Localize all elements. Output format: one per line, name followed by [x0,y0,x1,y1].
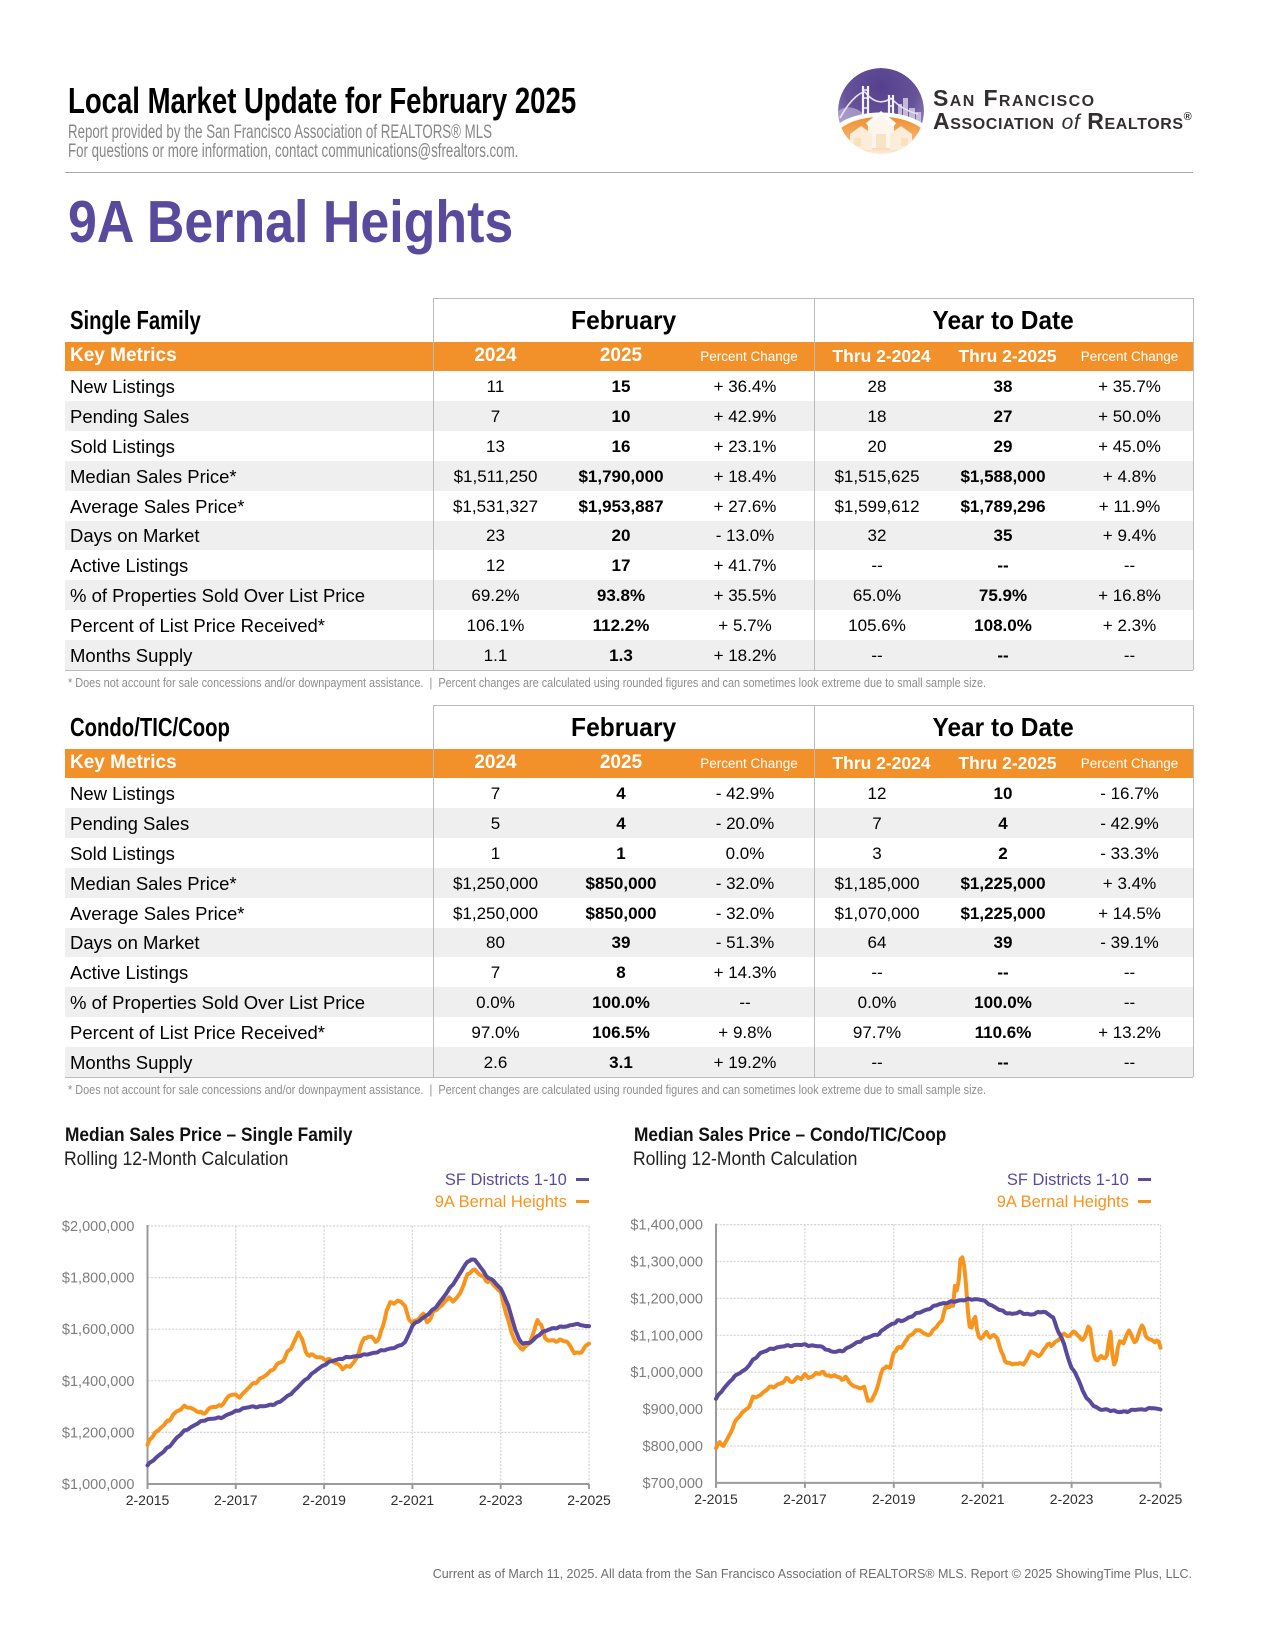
svg-text:$1,400,000: $1,400,000 [630,1218,703,1234]
svg-text:2-2017: 2-2017 [783,1491,827,1507]
svg-text:2-2025: 2-2025 [1139,1491,1183,1507]
svg-text:$1,200,000: $1,200,000 [630,1291,703,1307]
svg-text:$800,000: $800,000 [643,1439,703,1455]
svg-text:$1,000,000: $1,000,000 [62,1477,135,1493]
svg-text:$700,000: $700,000 [643,1476,703,1492]
svg-text:$1,600,000: $1,600,000 [62,1322,135,1338]
svg-text:2-2021: 2-2021 [961,1491,1005,1507]
svg-text:2-2023: 2-2023 [479,1492,523,1508]
svg-text:$1,000,000: $1,000,000 [630,1365,703,1381]
svg-text:2-2023: 2-2023 [1050,1491,1094,1507]
svg-text:2-2019: 2-2019 [302,1492,346,1508]
svg-text:2-2025: 2-2025 [567,1492,611,1508]
svg-text:$900,000: $900,000 [643,1402,703,1418]
svg-text:2-2019: 2-2019 [872,1491,916,1507]
svg-text:$1,100,000: $1,100,000 [630,1328,703,1344]
svg-text:$1,400,000: $1,400,000 [62,1374,135,1390]
svg-text:$1,200,000: $1,200,000 [62,1425,135,1441]
svg-text:2-2015: 2-2015 [126,1492,170,1508]
svg-text:2-2021: 2-2021 [391,1492,435,1508]
svg-text:2-2017: 2-2017 [214,1492,258,1508]
svg-text:$2,000,000: $2,000,000 [62,1219,135,1235]
svg-text:2-2015: 2-2015 [694,1491,738,1507]
svg-text:$1,800,000: $1,800,000 [62,1271,135,1287]
svg-text:$1,300,000: $1,300,000 [630,1255,703,1271]
